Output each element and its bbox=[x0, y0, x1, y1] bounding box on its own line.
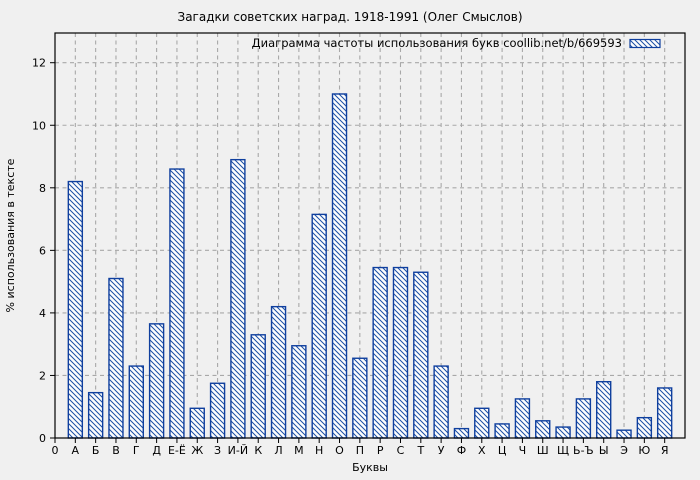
x-tick-label: И-Й bbox=[228, 444, 248, 457]
bar-З bbox=[209, 382, 226, 439]
x-tick-label: З bbox=[214, 444, 221, 457]
bar-Ф bbox=[453, 427, 470, 439]
bar-А bbox=[67, 180, 84, 439]
bar-М bbox=[291, 345, 307, 439]
bar-Ж bbox=[189, 407, 205, 439]
bar-Ш bbox=[535, 420, 551, 439]
x-tick-label: П bbox=[356, 444, 364, 457]
x-tick-label: 0 bbox=[52, 444, 59, 457]
bar-Э bbox=[616, 429, 632, 439]
x-tick-label: Ц bbox=[498, 444, 507, 457]
x-tick-label: Т bbox=[416, 444, 424, 457]
x-tick-label: Д bbox=[152, 444, 161, 457]
bar-И-Й bbox=[230, 158, 246, 439]
bar-Р bbox=[372, 266, 388, 439]
bar-С bbox=[392, 266, 409, 439]
chart-title: Загадки советских наград. 1918-1991 (Оле… bbox=[177, 10, 523, 24]
bar-О bbox=[331, 93, 348, 439]
bar-Н bbox=[311, 213, 327, 439]
bar-Х bbox=[474, 407, 490, 439]
bar-Е-Ё bbox=[169, 168, 185, 439]
x-tick-label: С bbox=[397, 444, 405, 457]
x-tick-label: Г bbox=[133, 444, 140, 457]
bar-В bbox=[108, 277, 124, 439]
x-tick-label: Ь-Ъ bbox=[573, 444, 594, 457]
x-tick-label: Ш bbox=[537, 444, 549, 457]
bar-Г bbox=[128, 365, 144, 439]
x-tick-label: Ч bbox=[519, 444, 527, 457]
y-tick-label: 0 bbox=[39, 432, 46, 445]
x-tick-label: Я bbox=[661, 444, 669, 457]
bar-П bbox=[352, 357, 368, 439]
y-tick-label: 2 bbox=[39, 369, 46, 382]
x-tick-label: Л bbox=[274, 444, 282, 457]
x-axis-title: Буквы bbox=[352, 461, 388, 474]
y-tick-label: 8 bbox=[39, 182, 46, 195]
bar-Д bbox=[148, 323, 165, 439]
x-tick-label: Н bbox=[315, 444, 323, 457]
bar-Б bbox=[87, 391, 104, 439]
x-tick-label: О bbox=[335, 444, 344, 457]
y-tick-label: 4 bbox=[39, 307, 46, 320]
x-tick-label: Х bbox=[478, 444, 486, 457]
x-tick-label: Е-Ё bbox=[168, 444, 186, 457]
x-tick-label: Э bbox=[620, 444, 628, 457]
x-tick-label: Ж bbox=[191, 444, 203, 457]
y-axis-title: % использования в тексте bbox=[4, 158, 17, 312]
x-tick-label: Р bbox=[377, 444, 384, 457]
y-tick-label: 6 bbox=[39, 244, 46, 257]
legend-swatch bbox=[629, 38, 661, 49]
bar-Я bbox=[656, 387, 673, 439]
x-tick-label: Ф bbox=[457, 444, 466, 457]
x-tick-label: К bbox=[254, 444, 262, 457]
bar-Л bbox=[270, 305, 287, 439]
bar-Т bbox=[413, 271, 429, 439]
bar-У bbox=[433, 365, 449, 439]
bar-Ч bbox=[514, 398, 531, 439]
bar-Щ bbox=[555, 426, 571, 439]
x-tick-label: У bbox=[438, 444, 445, 457]
plot-border bbox=[54, 32, 686, 439]
x-tick-label: Щ bbox=[557, 444, 569, 457]
x-tick-label: Ы bbox=[599, 444, 609, 457]
x-tick-label: В bbox=[112, 444, 120, 457]
bar-К bbox=[250, 334, 266, 439]
x-tick-label: М bbox=[294, 444, 304, 457]
x-tick-label: Ю bbox=[638, 444, 650, 457]
y-tick-label: 12 bbox=[32, 57, 46, 70]
bar-Ю bbox=[636, 416, 653, 439]
y-tick-label: 10 bbox=[32, 119, 46, 132]
bar-Ы bbox=[596, 381, 612, 439]
x-tick-label: Б bbox=[92, 444, 100, 457]
legend-label: Диаграмма частоты использования букв coo… bbox=[252, 36, 622, 50]
bar-Ь-Ъ bbox=[575, 398, 592, 439]
bar-Ц bbox=[494, 423, 510, 439]
x-tick-label: А bbox=[72, 444, 80, 457]
